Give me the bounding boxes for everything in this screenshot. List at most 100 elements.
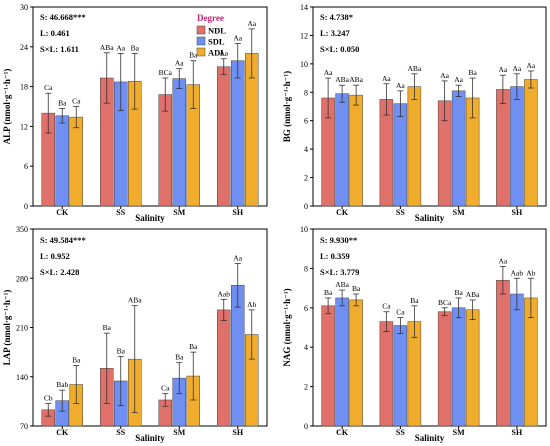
- bar-ndl-sh: [217, 309, 231, 427]
- significance-label: Ba: [410, 296, 419, 305]
- y-axis-label: NAG (nmol·g⁻¹·h⁻¹): [282, 288, 292, 366]
- y-tick-label: 4: [304, 145, 308, 154]
- significance-label: ABa: [335, 75, 349, 84]
- x-axis-label: Salinity: [135, 213, 165, 223]
- significance-label: Ab: [526, 268, 535, 277]
- x-axis-label: Salinity: [135, 433, 165, 443]
- significance-label: Bab: [56, 380, 68, 389]
- y-tick-label: 6: [304, 117, 308, 126]
- significance-label: Ba: [189, 51, 198, 60]
- stat-annotation: S: 46.668***: [40, 12, 86, 22]
- significance-label: Ab: [247, 300, 256, 309]
- significance-label: Ba: [58, 98, 67, 107]
- significance-label: Aa: [116, 43, 125, 52]
- legend-label: SDL: [208, 37, 225, 47]
- y-tick-label: 30: [20, 3, 28, 12]
- x-tick-label: SM: [453, 428, 465, 437]
- bar-sdl-ss: [393, 103, 408, 207]
- bar-adl-sm: [465, 309, 480, 427]
- plot-frame: [312, 6, 547, 207]
- significance-label: Ca: [396, 308, 405, 317]
- significance-label: Ba: [189, 342, 198, 351]
- y-axis-label: LAP (nmol·g⁻¹·h⁻¹): [2, 290, 12, 366]
- significance-label: ABa: [349, 75, 363, 84]
- x-tick-label: SM: [453, 208, 465, 217]
- y-tick-label: 140: [16, 373, 28, 382]
- significance-label: Aa: [396, 81, 405, 90]
- x-tick-label: SH: [512, 428, 523, 437]
- stat-annotation: S×L: 2.428: [40, 267, 79, 277]
- y-tick-label: 280: [16, 274, 28, 283]
- legend-title: Degree: [197, 13, 224, 23]
- y-tick-label: 8: [304, 88, 308, 97]
- y-tick-label: 6: [24, 162, 28, 171]
- x-axis-label: Salinity: [415, 213, 445, 223]
- significance-label: Ca: [382, 302, 391, 311]
- stat-annotation: L: 3.247: [320, 28, 351, 38]
- stat-annotation: S×L: 0.050: [320, 44, 359, 54]
- legend-swatch-ndl: [196, 25, 206, 35]
- bar-sdl-sh: [231, 60, 245, 207]
- x-tick-label: SS: [396, 208, 405, 217]
- bar-ndl-sh: [496, 279, 510, 427]
- bar-adl-ck: [69, 116, 83, 207]
- y-tick-label: 350: [16, 225, 28, 234]
- significance-label: Ba: [72, 355, 81, 364]
- significance-label: BCa: [159, 68, 173, 77]
- chart-panel-nag: 0 2 4 6 8 10 NAG (nmol·g⁻¹·h⁻¹) Salinity S: 9.93…: [282, 225, 547, 443]
- stat-annotation: L: 0.359: [320, 251, 350, 261]
- bar-sdl-ck: [335, 297, 349, 427]
- bar-adl-ck: [349, 94, 363, 207]
- bar-adl-sh: [524, 79, 538, 207]
- significance-label: ABa: [128, 296, 142, 305]
- x-tick-label: SH: [232, 428, 243, 437]
- bar-sdl-sh: [510, 293, 524, 427]
- y-tick-label: 4: [304, 343, 308, 352]
- x-tick-label: SM: [173, 428, 185, 437]
- significance-label: ABa: [408, 64, 422, 73]
- plot-frame: [312, 228, 547, 427]
- significance-label: ABa: [466, 290, 480, 299]
- y-tick-label: 6: [304, 304, 308, 313]
- significance-label: Aa: [324, 68, 333, 77]
- stat-annotation: S: 49.584***: [40, 235, 86, 245]
- stat-annotation: S: 9.930**: [320, 235, 357, 245]
- significance-label: Cb: [44, 393, 53, 402]
- significance-label: ABa: [335, 280, 349, 289]
- significance-label: Ba: [324, 288, 333, 297]
- bar-sdl-sm: [451, 90, 466, 207]
- y-tick-label: 70: [20, 422, 28, 431]
- significance-label: Ca: [161, 384, 170, 393]
- significance-label: Aa: [454, 75, 463, 84]
- significance-label: Ba: [131, 43, 140, 52]
- y-tick-label: 2: [304, 383, 308, 392]
- y-tick-label: 0: [24, 202, 28, 211]
- legend-swatch-sdl: [196, 36, 206, 46]
- y-tick-label: 10: [300, 60, 308, 69]
- y-tick-label: 12: [300, 31, 308, 40]
- legend-label: ADL: [208, 48, 226, 58]
- bar-ndl-sm: [437, 311, 452, 427]
- significance-label: Ba: [454, 288, 463, 297]
- y-tick-label: 12: [20, 122, 28, 131]
- bar-adl-ss: [407, 86, 422, 207]
- x-tick-label: CK: [56, 208, 69, 217]
- significance-label: Ba: [103, 323, 112, 332]
- x-tick-label: SM: [173, 208, 185, 217]
- stat-annotation: S: 4.738*: [320, 12, 353, 22]
- significance-label: BCa: [438, 298, 452, 307]
- significance-label: Aa: [175, 59, 184, 68]
- bar-ndl-sh: [217, 66, 231, 207]
- y-tick-label: 210: [16, 324, 28, 333]
- x-tick-label: SH: [232, 208, 243, 217]
- x-tick-label: SS: [116, 428, 125, 437]
- bar-sdl-sm: [172, 78, 186, 207]
- significance-label: Aa: [247, 19, 256, 28]
- significance-label: Aa: [382, 74, 391, 83]
- significance-label: ABa: [100, 43, 114, 52]
- chart-panel-bg: 0 2 4 6 8 10 12 14 BG (nmol·g⁻¹·h⁻¹) Salinity S: 4…: [282, 3, 547, 223]
- chart-panel-lap: 70 140 210 280 350 LAP (nmol·g⁻¹·h⁻¹) Salinity…: [2, 225, 268, 443]
- bar-sdl-sh: [510, 86, 524, 207]
- y-tick-label: 14: [300, 3, 308, 12]
